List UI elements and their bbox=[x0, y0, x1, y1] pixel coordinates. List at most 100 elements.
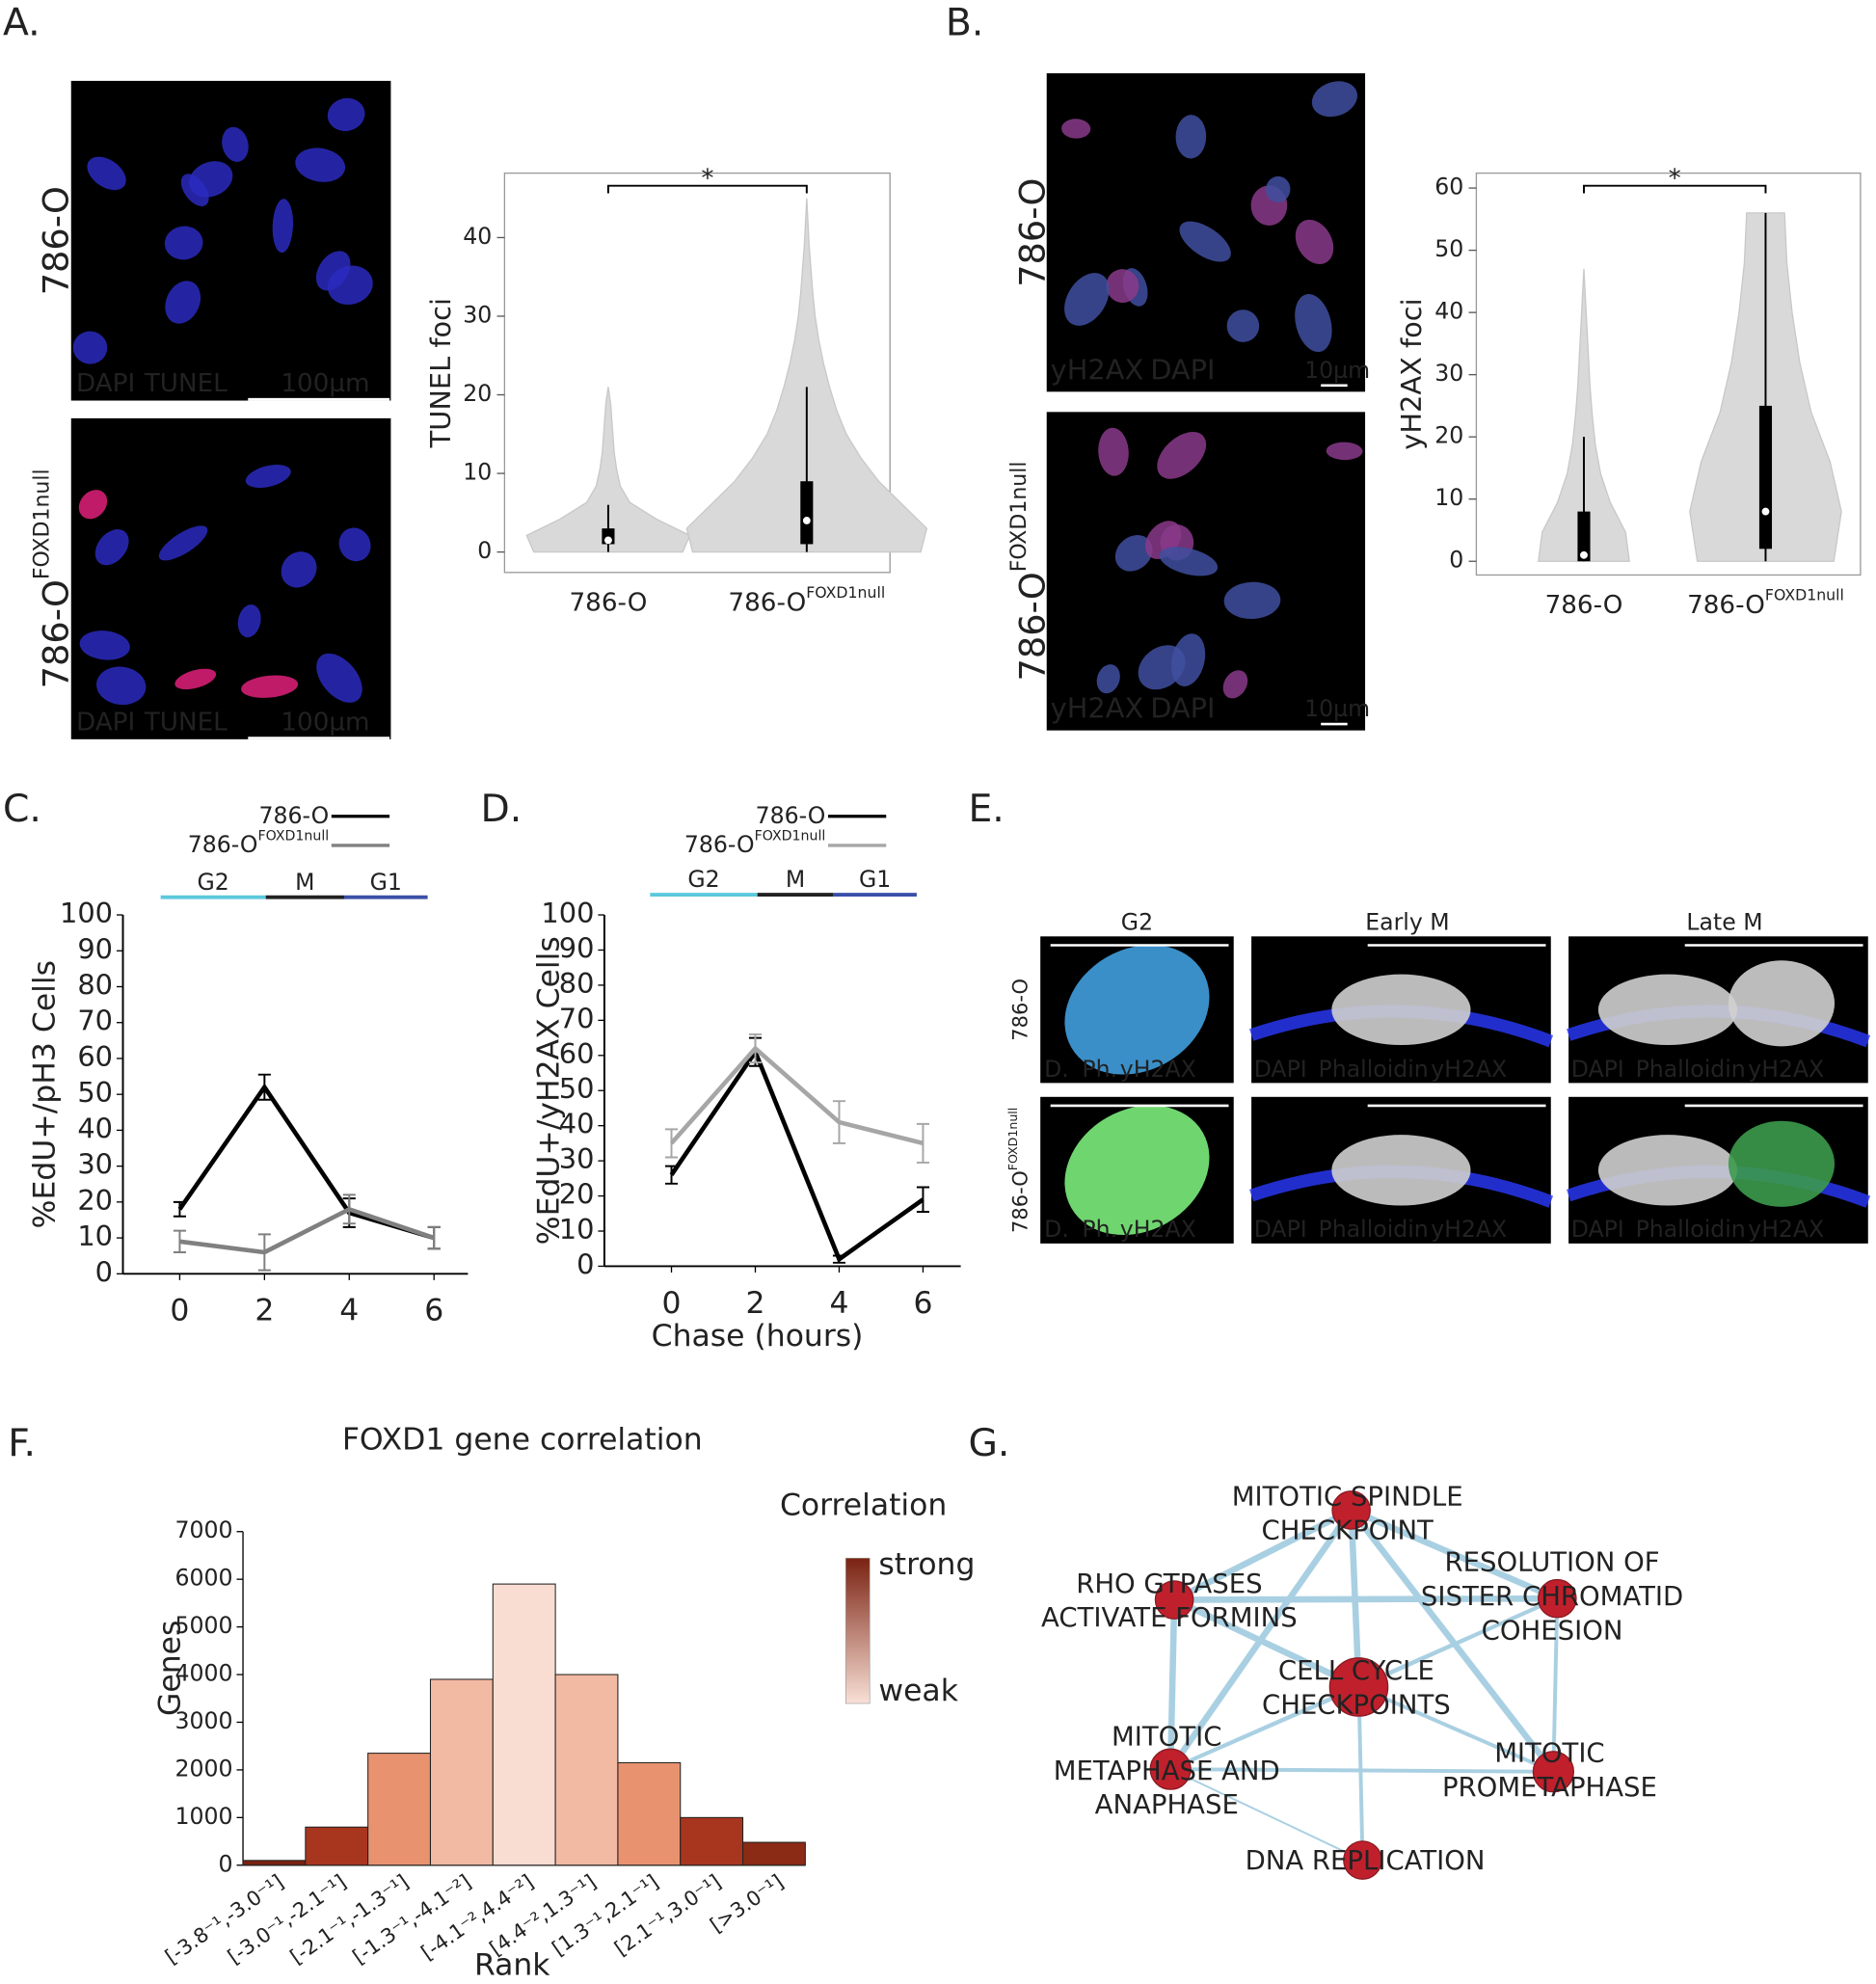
y-tick-label: 90 bbox=[559, 931, 595, 964]
stain-label: yH2AX bbox=[1431, 1216, 1507, 1243]
network-edge bbox=[1172, 1507, 1353, 1603]
network-node bbox=[1328, 1657, 1389, 1717]
y-tick-label: 90 bbox=[77, 932, 113, 965]
node-label: CELL CYCLE bbox=[1278, 1655, 1434, 1686]
nucleus bbox=[1728, 960, 1836, 1047]
panel-label: G. bbox=[968, 1422, 1009, 1465]
y-tick-label: 50 bbox=[1434, 235, 1463, 262]
row-label-sup: FOXD1null bbox=[31, 469, 55, 579]
y-tick-label: 0 bbox=[576, 1247, 594, 1280]
x-tick-label: 786-O bbox=[570, 588, 648, 617]
error-bar bbox=[173, 1200, 186, 1218]
nucleus bbox=[1096, 664, 1120, 694]
column-title: G2 bbox=[1121, 909, 1153, 936]
y-axis-label: %EdU+/yH2AX Cells bbox=[532, 936, 567, 1245]
nucleus bbox=[158, 525, 208, 561]
network-edge bbox=[1169, 1768, 1363, 1862]
x-tick-label: 786-OFOXD1null bbox=[1687, 585, 1844, 619]
bar bbox=[680, 1816, 744, 1866]
stain-label: TUNEL bbox=[144, 369, 228, 398]
bar bbox=[554, 1674, 619, 1866]
nucleus bbox=[272, 199, 294, 254]
x-tick-label: 2 bbox=[255, 1294, 274, 1328]
stain-label: D. bbox=[1044, 1056, 1069, 1083]
row-label-sup: FOXD1null bbox=[1005, 1108, 1020, 1171]
network-node bbox=[1343, 1840, 1382, 1880]
stain-label: DAPI bbox=[1254, 1056, 1307, 1083]
nucleus bbox=[245, 465, 291, 489]
y-axis-label: Genes bbox=[152, 1621, 187, 1716]
error-bar bbox=[342, 1193, 356, 1225]
violin bbox=[685, 198, 928, 553]
y-tick-label: 30 bbox=[559, 1142, 595, 1175]
nucleus bbox=[237, 604, 261, 638]
panel-label: E. bbox=[968, 788, 1004, 831]
nucleus bbox=[96, 666, 147, 706]
node-label: ANAPHASE bbox=[1095, 1789, 1239, 1820]
stain-label: Phalloidin bbox=[1636, 1216, 1746, 1243]
nucleus bbox=[79, 630, 130, 660]
column-title: Late M bbox=[1686, 909, 1762, 936]
panel-label: F. bbox=[8, 1422, 36, 1465]
nucleus bbox=[72, 331, 108, 364]
x-tick-label: 4 bbox=[339, 1294, 359, 1328]
chart-title: FOXD1 gene correlation bbox=[342, 1422, 703, 1457]
y-tick-label: 6000 bbox=[175, 1565, 233, 1592]
x-tick-label-base: 786-O bbox=[570, 588, 648, 617]
stain-label: yH2AX bbox=[1120, 1056, 1196, 1083]
nucleus bbox=[315, 251, 351, 291]
network-edge bbox=[1350, 1507, 1559, 1602]
stain-label: DAPI bbox=[1150, 353, 1215, 386]
stain-label: Phalloidin bbox=[1636, 1056, 1746, 1083]
nucleus bbox=[316, 653, 362, 703]
x-tick-label: 786-OFOXD1null bbox=[728, 582, 885, 616]
y-tick-label: 80 bbox=[77, 968, 113, 1001]
node-label: MITOTIC bbox=[1112, 1721, 1221, 1752]
nucleus bbox=[1295, 219, 1334, 265]
nucleus bbox=[1179, 221, 1231, 262]
y-tick-label: 10 bbox=[559, 1213, 595, 1246]
nucleus bbox=[1331, 1135, 1471, 1206]
y-tick-label: 40 bbox=[1434, 298, 1463, 325]
node-label: SISTER CHROMATID bbox=[1421, 1581, 1683, 1612]
nucleus bbox=[1597, 974, 1738, 1046]
series-line bbox=[669, 1047, 925, 1263]
nucleus bbox=[1226, 309, 1260, 342]
node-label: CHECKPOINTS bbox=[1262, 1690, 1451, 1721]
nucleus bbox=[1728, 1120, 1836, 1207]
node-label: CHECKPOINT bbox=[1262, 1515, 1434, 1546]
node-label: METAPHASE AND bbox=[1054, 1756, 1280, 1786]
node-label: DNA REPLICATION bbox=[1246, 1845, 1486, 1876]
significance-bracket bbox=[1583, 184, 1767, 194]
nucleus bbox=[1223, 581, 1281, 620]
y-tick-label: 7000 bbox=[175, 1516, 233, 1543]
y-tick-label: 30 bbox=[463, 301, 492, 328]
error-bar bbox=[257, 1073, 271, 1101]
x-tick-label: 2 bbox=[745, 1286, 764, 1321]
error-bar bbox=[916, 1186, 930, 1213]
cell bbox=[1064, 1105, 1210, 1236]
significance-label: * bbox=[1669, 165, 1681, 194]
nucleus bbox=[1222, 670, 1248, 699]
node-label: COHESION bbox=[1482, 1615, 1623, 1646]
row-label: 786-O bbox=[35, 186, 76, 295]
legend-label: weak bbox=[878, 1674, 958, 1708]
legend-label-sup: FOXD1null bbox=[755, 829, 826, 845]
stain-label: Ph. bbox=[1082, 1216, 1117, 1243]
x-tick-label: 0 bbox=[662, 1286, 682, 1321]
y-tick-label: 70 bbox=[559, 1002, 595, 1034]
nucleus bbox=[165, 281, 201, 324]
legend-label-base: 786-O bbox=[684, 830, 755, 857]
series-line bbox=[179, 1206, 435, 1255]
row-label-base: 786-O bbox=[1009, 1170, 1032, 1233]
y-tick-label: 40 bbox=[77, 1112, 113, 1144]
error-bar bbox=[664, 1165, 679, 1185]
nucleus bbox=[1098, 427, 1129, 476]
series-line bbox=[177, 1083, 435, 1241]
nucleus bbox=[1064, 273, 1110, 326]
nucleus bbox=[94, 529, 129, 566]
nucleus bbox=[1138, 645, 1186, 690]
network-edge bbox=[1172, 1596, 1360, 1690]
